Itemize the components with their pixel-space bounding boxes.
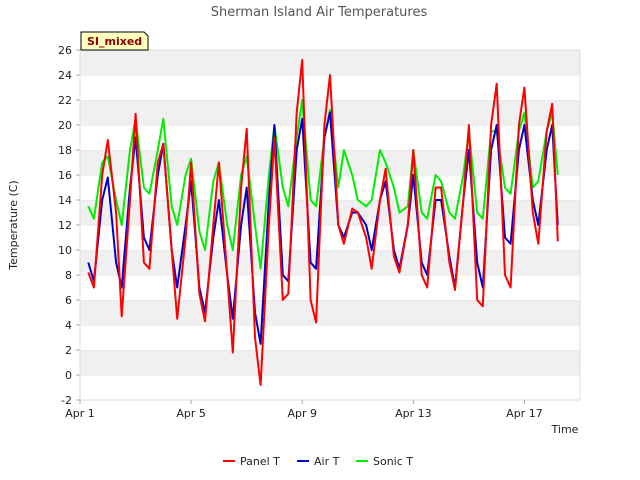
y-tick-label: 8 [65,269,72,282]
grid-band [80,275,580,300]
x-tick-label: Apr 17 [506,407,543,420]
y-tick-label: 10 [58,244,72,257]
y-tick-label: 14 [58,194,72,207]
grid-band [80,125,580,150]
y-tick-label: 16 [58,169,72,182]
y-tick-label: 18 [58,144,72,157]
legend: Panel T Air T Sonic T [223,455,413,468]
legend-label: Sonic T [373,455,413,468]
y-tick-label: 20 [58,119,72,132]
x-tick-label: Apr 9 [287,407,317,420]
x-axis-label: Time [551,423,579,436]
y-tick-label: 12 [58,219,72,232]
y-tick-label: 22 [58,94,72,107]
badge-box [80,31,149,51]
y-tick-label: 6 [65,294,72,307]
grid-band [80,300,580,325]
grid-band [80,50,580,75]
y-tick-label: 26 [58,44,72,57]
grid-band [80,375,580,400]
badge-label: SI_mixed [87,35,142,48]
y-tick-label: 4 [65,319,72,332]
legend-label: Air T [314,455,340,468]
x-tick-label: Apr 13 [395,407,432,420]
y-tick-label: 0 [65,369,72,382]
series-lines [87,59,559,386]
x-axis-ticks: Apr 1 Apr 5 Apr 9 Apr 13 Apr 17 [65,400,543,420]
chart-title: Sherman Island Air Temperatures [211,5,428,20]
legend-label: Panel T [240,455,280,468]
grid-band [80,250,580,275]
y-tick-label: -2 [61,394,72,407]
grid-band [80,350,580,375]
y-tick-label: 24 [58,69,72,82]
grid-band [80,325,580,350]
y-tick-label: 2 [65,344,72,357]
series-line-panel-t [87,59,559,386]
grid-band [80,225,580,250]
site-badge: SI_mixed [80,31,149,51]
x-tick-label: Apr 5 [176,407,206,420]
grid-band [80,200,580,225]
y-axis-label: Temperature (C) [7,180,20,270]
x-tick-label: Apr 1 [65,407,95,420]
grid-band [80,175,580,200]
